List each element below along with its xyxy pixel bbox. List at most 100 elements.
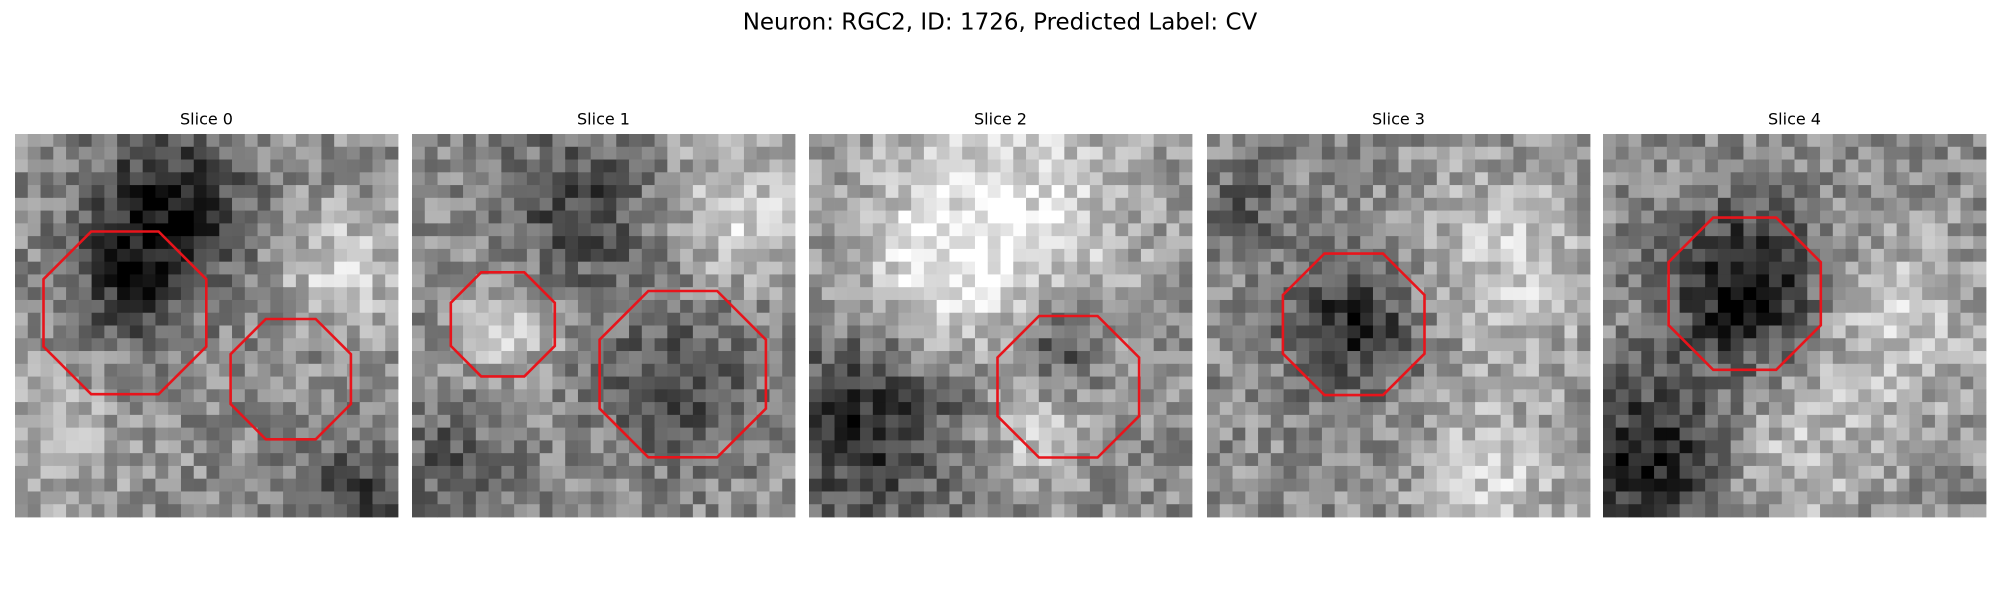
pixel [1794, 197, 1808, 211]
pixel [1513, 210, 1527, 224]
pixel [1781, 440, 1795, 454]
pixel [1743, 427, 1757, 441]
pixel [385, 363, 399, 377]
pixel [1038, 376, 1052, 390]
pixel [1564, 338, 1578, 352]
pixel [577, 402, 592, 416]
pixel [359, 134, 373, 148]
pixel [629, 414, 643, 429]
pixel [1398, 312, 1412, 326]
pixel [1820, 146, 1834, 160]
pixel [1153, 210, 1167, 224]
pixel [1411, 491, 1425, 505]
pixel [1219, 465, 1233, 480]
pixel [1321, 146, 1336, 160]
pixel [809, 274, 823, 288]
pixel [1615, 351, 1629, 365]
pixel [923, 159, 938, 173]
pixel [295, 210, 310, 224]
pixel [1858, 312, 1872, 326]
pixel [488, 414, 502, 429]
pixel [616, 274, 630, 288]
pixel [1500, 197, 1514, 211]
pixel [565, 299, 579, 314]
pixel [91, 427, 105, 441]
pixel [1115, 210, 1129, 224]
pixel [1385, 427, 1399, 441]
pixel [1807, 504, 1821, 518]
pixel [1973, 172, 1987, 186]
pixel [1768, 248, 1783, 263]
pixel [1551, 146, 1565, 160]
pixel [1603, 504, 1617, 518]
pixel [936, 376, 950, 390]
pixel [565, 236, 579, 250]
pixel [1166, 312, 1180, 326]
pixel [1947, 236, 1961, 250]
pixel [104, 363, 118, 377]
pixel [1781, 414, 1795, 429]
pixel [142, 389, 156, 403]
pixel [117, 389, 131, 403]
pixel [1781, 363, 1795, 377]
pixel [270, 440, 284, 454]
pixel [1219, 504, 1233, 518]
pixel [1424, 236, 1438, 250]
pixel [629, 376, 643, 390]
pixel [1487, 402, 1502, 416]
pixel [1309, 159, 1323, 173]
pixel [346, 197, 361, 211]
pixel [1807, 453, 1821, 467]
pixel [1743, 504, 1757, 518]
pixel [142, 159, 156, 173]
pixel [936, 236, 950, 250]
pixel [860, 287, 874, 301]
pixel [1232, 223, 1246, 237]
pixel [295, 159, 310, 173]
pixel [1219, 351, 1233, 365]
pixel [731, 248, 745, 263]
pixel [1270, 312, 1284, 326]
pixel [731, 197, 745, 211]
pixel [1128, 210, 1142, 224]
pixel [346, 287, 361, 301]
pixel [1654, 312, 1668, 326]
pixel [821, 299, 835, 314]
pixel [346, 172, 361, 186]
pixel [78, 248, 92, 263]
pixel [40, 134, 54, 148]
pixel [1232, 299, 1246, 314]
pixel [1960, 363, 1974, 377]
pixel [359, 312, 373, 326]
pixel [475, 351, 489, 365]
pixel [1038, 223, 1052, 237]
pixel [1013, 376, 1027, 390]
pixel [129, 134, 144, 148]
pixel [987, 363, 1001, 377]
pixel [1385, 338, 1399, 352]
pixel [359, 299, 373, 314]
pixel [1807, 491, 1821, 505]
pixel [1820, 236, 1834, 250]
pixel [1756, 414, 1770, 429]
pixel [1858, 299, 1872, 314]
pixel [1960, 402, 1974, 416]
pixel [705, 351, 719, 365]
pixel [1743, 146, 1757, 160]
pixel [1140, 325, 1155, 339]
pixel [705, 274, 719, 288]
pixel [66, 134, 80, 148]
pixel [385, 402, 399, 416]
pixel [923, 287, 938, 301]
pixel [1232, 363, 1246, 377]
pixel [1258, 274, 1272, 288]
pixel [1166, 491, 1180, 505]
pixel [1321, 376, 1336, 390]
pixel [117, 248, 131, 263]
pixel [1807, 312, 1821, 326]
pixel [1781, 261, 1795, 275]
pixel [1051, 134, 1065, 148]
pixel [1705, 299, 1719, 314]
pixel [168, 465, 182, 480]
